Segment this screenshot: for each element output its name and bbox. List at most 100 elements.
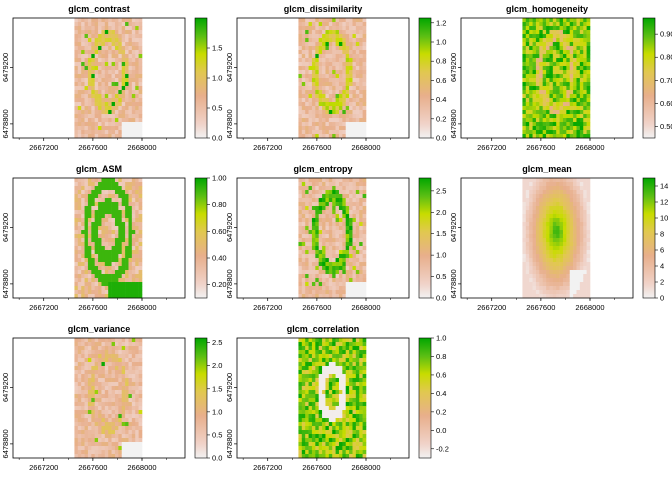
raster-cell <box>529 210 533 215</box>
raster-cell <box>322 54 326 59</box>
raster-cell <box>128 110 133 115</box>
raster-cell <box>131 258 136 263</box>
raster-cell <box>362 254 367 259</box>
raster-cell <box>84 266 89 271</box>
raster-cell <box>342 206 347 211</box>
raster-cell <box>135 382 139 387</box>
raster-cell <box>322 290 326 295</box>
raster-cell <box>328 198 333 203</box>
raster-cell <box>301 98 306 103</box>
raster-cell <box>301 38 306 43</box>
raster-cell <box>549 18 554 23</box>
raster-cell <box>118 54 123 59</box>
raster-cell <box>315 122 319 127</box>
raster-cell <box>125 278 129 283</box>
y-tick-label: 6479200 <box>1 373 10 402</box>
raster-cell <box>529 86 533 91</box>
raster-cell <box>352 430 357 435</box>
raster-cell <box>128 126 133 131</box>
raster-cell <box>77 294 82 299</box>
raster-cell <box>77 58 82 63</box>
raster-cell <box>335 394 340 399</box>
raster-cell <box>114 382 119 387</box>
raster-cell <box>91 114 95 119</box>
raster-cell <box>335 134 340 139</box>
raster-cell <box>556 54 560 59</box>
raster-cell <box>87 398 92 403</box>
raster-cell <box>332 374 336 379</box>
raster-cell <box>104 434 109 439</box>
raster-cell <box>118 358 123 363</box>
raster-cell <box>87 186 92 191</box>
raster-cell <box>128 382 133 387</box>
raster-cell <box>546 202 550 207</box>
raster-cell <box>108 38 112 43</box>
legend-tick-label: 0.5 <box>212 430 222 439</box>
raster-cell <box>355 378 360 383</box>
raster-cell <box>579 126 584 131</box>
raster-cell <box>335 70 340 75</box>
raster-cell <box>556 90 560 95</box>
raster-cell <box>349 438 353 443</box>
raster-cell <box>87 346 92 351</box>
raster-cell <box>104 74 109 79</box>
raster-cell <box>546 78 550 83</box>
legend-tick-label: 0.2 <box>436 114 446 123</box>
raster-cell <box>322 402 326 407</box>
raster-cell <box>98 418 102 423</box>
raster-cell <box>84 218 89 223</box>
raster-cell <box>301 86 306 91</box>
raster-cell <box>91 258 95 263</box>
raster-cell <box>573 230 577 235</box>
raster-cell <box>94 374 99 379</box>
raster-cell <box>74 374 79 379</box>
raster-cell <box>583 250 587 255</box>
raster-cell <box>352 394 357 399</box>
raster-cell <box>556 46 560 51</box>
raster-cell <box>573 274 577 279</box>
raster-cell <box>104 346 109 351</box>
raster-cell <box>569 122 574 127</box>
raster-cell <box>569 66 574 71</box>
raster-cell <box>573 90 577 95</box>
raster-cell <box>101 182 106 187</box>
raster-cell <box>298 358 303 363</box>
raster-cell <box>101 210 106 215</box>
raster-cell <box>108 386 112 391</box>
raster-cell <box>98 18 102 23</box>
raster-cell <box>352 262 357 267</box>
raster-cell <box>532 178 537 183</box>
raster-cell <box>318 94 323 99</box>
raster-cell <box>114 54 119 59</box>
raster-cell <box>576 58 581 63</box>
raster-cell <box>586 206 591 211</box>
raster-cell <box>345 278 350 283</box>
raster-cell <box>535 238 540 243</box>
raster-cell <box>335 18 340 23</box>
raster-cell <box>74 390 79 395</box>
raster-cell <box>355 442 360 447</box>
raster-cell <box>325 94 330 99</box>
raster-cell <box>118 18 123 23</box>
raster-cell <box>566 94 571 99</box>
raster-cell <box>549 210 554 215</box>
raster-cell <box>583 274 587 279</box>
raster-cell <box>583 242 587 247</box>
raster-cell <box>125 374 129 379</box>
raster-cell <box>98 350 102 355</box>
raster-cell <box>305 446 309 451</box>
raster-cell <box>342 438 347 443</box>
raster-cell <box>566 74 571 79</box>
raster-cell <box>332 50 336 55</box>
raster-cell <box>84 450 89 455</box>
raster-cell <box>308 22 313 27</box>
raster-cell <box>325 178 330 183</box>
raster-cell <box>345 438 350 443</box>
raster-cell <box>549 198 554 203</box>
raster-cell <box>342 294 347 299</box>
raster-cell <box>325 22 330 27</box>
raster-cell <box>556 66 560 71</box>
raster-cell <box>573 118 577 123</box>
raster-cell <box>573 198 577 203</box>
